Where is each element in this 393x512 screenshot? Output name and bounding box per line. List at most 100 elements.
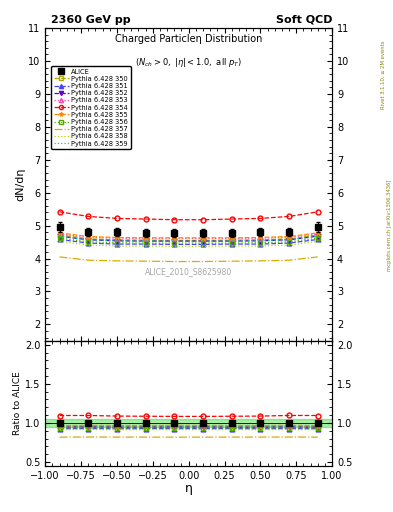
Pythia 6.428 351 — [57, 237, 62, 243]
Pythia 6.428 350 — [86, 236, 90, 242]
Pythia 6.428 352 — [316, 233, 320, 239]
Pythia 6.428 353 — [258, 235, 263, 241]
Pythia 6.428 357 — [86, 257, 90, 263]
Y-axis label: Ratio to ALICE: Ratio to ALICE — [13, 372, 22, 435]
Text: $(N_{ch} > 0,\ |\eta| < 1.0,\ \mathrm{all}\ p_T)$: $(N_{ch} > 0,\ |\eta| < 1.0,\ \mathrm{al… — [135, 56, 242, 69]
Pythia 6.428 352 — [201, 238, 206, 244]
Pythia 6.428 358 — [258, 243, 263, 249]
Pythia 6.428 359 — [86, 237, 90, 243]
Pythia 6.428 354 — [172, 217, 176, 223]
Y-axis label: dN/dη: dN/dη — [15, 168, 25, 201]
Pythia 6.428 358 — [316, 239, 320, 245]
X-axis label: η: η — [185, 482, 193, 495]
Text: Charged Particleη Distribution: Charged Particleη Distribution — [115, 34, 263, 45]
Pythia 6.428 352 — [143, 238, 148, 244]
Line: Pythia 6.428 350: Pythia 6.428 350 — [57, 232, 320, 243]
Pythia 6.428 350 — [57, 232, 62, 238]
Pythia 6.428 351 — [86, 240, 90, 246]
Pythia 6.428 351 — [230, 241, 234, 247]
Pythia 6.428 359 — [57, 233, 62, 239]
Pythia 6.428 359 — [201, 238, 206, 244]
Text: mcplots.cern.ch [arXiv:1306.3436]: mcplots.cern.ch [arXiv:1306.3436] — [387, 179, 391, 271]
Pythia 6.428 355 — [287, 233, 292, 240]
Pythia 6.428 350 — [287, 236, 292, 242]
Pythia 6.428 354 — [258, 216, 263, 222]
Pythia 6.428 351 — [201, 241, 206, 247]
Pythia 6.428 357 — [230, 258, 234, 264]
Pythia 6.428 350 — [115, 237, 119, 243]
Pythia 6.428 356 — [115, 240, 119, 246]
Pythia 6.428 355 — [316, 230, 320, 236]
Pythia 6.428 358 — [143, 243, 148, 249]
Pythia 6.428 351 — [316, 237, 320, 243]
Pythia 6.428 353 — [201, 236, 206, 242]
Pythia 6.428 358 — [115, 243, 119, 249]
Line: Pythia 6.428 354: Pythia 6.428 354 — [57, 209, 320, 222]
Pythia 6.428 350 — [201, 238, 206, 244]
Pythia 6.428 357 — [143, 258, 148, 264]
Pythia 6.428 358 — [201, 243, 206, 249]
Pythia 6.428 354 — [143, 216, 148, 222]
Pythia 6.428 351 — [115, 241, 119, 247]
Pythia 6.428 350 — [230, 237, 234, 243]
Pythia 6.428 357 — [201, 259, 206, 265]
Pythia 6.428 357 — [316, 254, 320, 260]
Pythia 6.428 358 — [86, 242, 90, 248]
Pythia 6.428 355 — [258, 234, 263, 241]
Pythia 6.428 357 — [172, 259, 176, 265]
Pythia 6.428 359 — [143, 238, 148, 244]
Pythia 6.428 356 — [143, 240, 148, 246]
Text: 2360 GeV pp: 2360 GeV pp — [51, 14, 131, 25]
Pythia 6.428 352 — [287, 237, 292, 243]
Line: Pythia 6.428 356: Pythia 6.428 356 — [57, 236, 320, 246]
Pythia 6.428 358 — [57, 239, 62, 245]
Pythia 6.428 359 — [316, 233, 320, 239]
Pythia 6.428 358 — [287, 242, 292, 248]
Pythia 6.428 352 — [86, 237, 90, 243]
Pythia 6.428 354 — [316, 209, 320, 215]
Pythia 6.428 351 — [143, 241, 148, 247]
Pythia 6.428 355 — [230, 234, 234, 241]
Pythia 6.428 359 — [258, 238, 263, 244]
Line: Pythia 6.428 359: Pythia 6.428 359 — [59, 236, 318, 241]
Pythia 6.428 353 — [287, 234, 292, 240]
Line: Pythia 6.428 351: Pythia 6.428 351 — [57, 237, 320, 247]
Pythia 6.428 355 — [115, 234, 119, 241]
Legend: ALICE, Pythia 6.428 350, Pythia 6.428 351, Pythia 6.428 352, Pythia 6.428 353, P: ALICE, Pythia 6.428 350, Pythia 6.428 35… — [51, 66, 131, 149]
Pythia 6.428 359 — [172, 238, 176, 244]
Pythia 6.428 351 — [287, 240, 292, 246]
Pythia 6.428 359 — [230, 238, 234, 244]
Pythia 6.428 353 — [172, 236, 176, 242]
Pythia 6.428 354 — [287, 214, 292, 220]
Pythia 6.428 352 — [115, 238, 119, 244]
Pythia 6.428 352 — [57, 233, 62, 239]
Pythia 6.428 356 — [230, 240, 234, 246]
Pythia 6.428 354 — [230, 216, 234, 222]
Pythia 6.428 353 — [143, 236, 148, 242]
Pythia 6.428 353 — [86, 234, 90, 240]
Pythia 6.428 355 — [86, 233, 90, 240]
Pythia 6.428 354 — [57, 209, 62, 215]
Pythia 6.428 350 — [143, 237, 148, 243]
Pythia 6.428 356 — [316, 235, 320, 241]
Pythia 6.428 353 — [230, 236, 234, 242]
Pythia 6.428 351 — [258, 241, 263, 247]
Pythia 6.428 355 — [57, 230, 62, 236]
Pythia 6.428 352 — [258, 238, 263, 244]
Text: Rivet 3.1.10, ≥ 2M events: Rivet 3.1.10, ≥ 2M events — [381, 41, 386, 110]
Pythia 6.428 352 — [230, 238, 234, 244]
Pythia 6.428 356 — [86, 239, 90, 245]
Line: Pythia 6.428 357: Pythia 6.428 357 — [59, 257, 318, 262]
Pythia 6.428 356 — [201, 240, 206, 246]
Pythia 6.428 357 — [287, 257, 292, 263]
Pythia 6.428 350 — [258, 237, 263, 243]
Pythia 6.428 357 — [258, 258, 263, 264]
Pythia 6.428 355 — [172, 234, 176, 241]
Line: Pythia 6.428 352: Pythia 6.428 352 — [57, 234, 320, 244]
Pythia 6.428 353 — [57, 231, 62, 237]
Pythia 6.428 356 — [57, 235, 62, 241]
Line: Pythia 6.428 355: Pythia 6.428 355 — [57, 230, 320, 240]
Pythia 6.428 356 — [258, 240, 263, 246]
Bar — [45, 419, 332, 427]
Pythia 6.428 356 — [172, 240, 176, 246]
